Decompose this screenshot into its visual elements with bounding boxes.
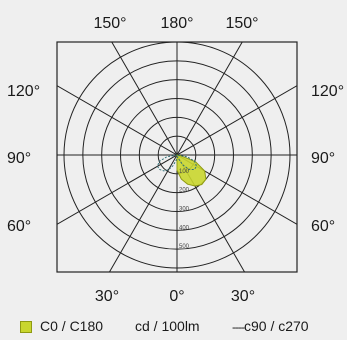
- angle-label-left-bottom: 60°: [7, 218, 31, 235]
- radial-tick-labels: 100 200 300 400 500: [179, 169, 190, 250]
- angle-label-right-top: 120°: [311, 83, 344, 100]
- angle-label-left-top: 120°: [7, 83, 40, 100]
- polar-grid: [57, 42, 297, 272]
- legend-swatch-c0-c180: [20, 321, 32, 333]
- angle-label-top-center: 180°: [160, 15, 193, 32]
- radial-tick-label: 500: [179, 244, 190, 250]
- angle-label-left-middle: 90°: [7, 150, 31, 167]
- legend-label-c0-c180: C0 / C180: [40, 318, 104, 334]
- radial-tick-label: 300: [179, 207, 190, 213]
- angle-label-right-bottom: 60°: [311, 218, 335, 235]
- angle-label-top-left: 150°: [93, 15, 126, 32]
- series-c0-c180: [176, 154, 207, 187]
- polar-diagram: 100 200 300 400 500 150° 180° 150° 120° 90° 60° 12…: [7, 15, 344, 305]
- angle-label-bottom-center: 0°: [169, 288, 184, 305]
- radial-tick-label: 200: [179, 188, 190, 194]
- radial-tick-label: 100: [179, 169, 190, 175]
- legend-dash-c90-c270: ----: [232, 320, 245, 334]
- legend-text-c90-c270: c90 / c270: [243, 318, 309, 334]
- series-layer: [156, 154, 207, 187]
- legend-unit: cd / 100lm: [135, 318, 200, 334]
- legend-label-c90-c270: ----c90 / c270: [232, 318, 309, 334]
- angle-label-bottom-left: 30°: [95, 288, 119, 305]
- radial-tick-label: 400: [179, 225, 190, 231]
- legend: C0 / C180 cd / 100lm ----c90 / c270: [0, 318, 347, 338]
- angle-label-right-middle: 90°: [311, 150, 335, 167]
- angle-labels: 150° 180° 150° 120° 90° 60° 120° 90° 60° 30° 0° 30°: [7, 15, 344, 305]
- angle-label-top-right: 150°: [225, 15, 258, 32]
- angle-label-bottom-right: 30°: [231, 288, 255, 305]
